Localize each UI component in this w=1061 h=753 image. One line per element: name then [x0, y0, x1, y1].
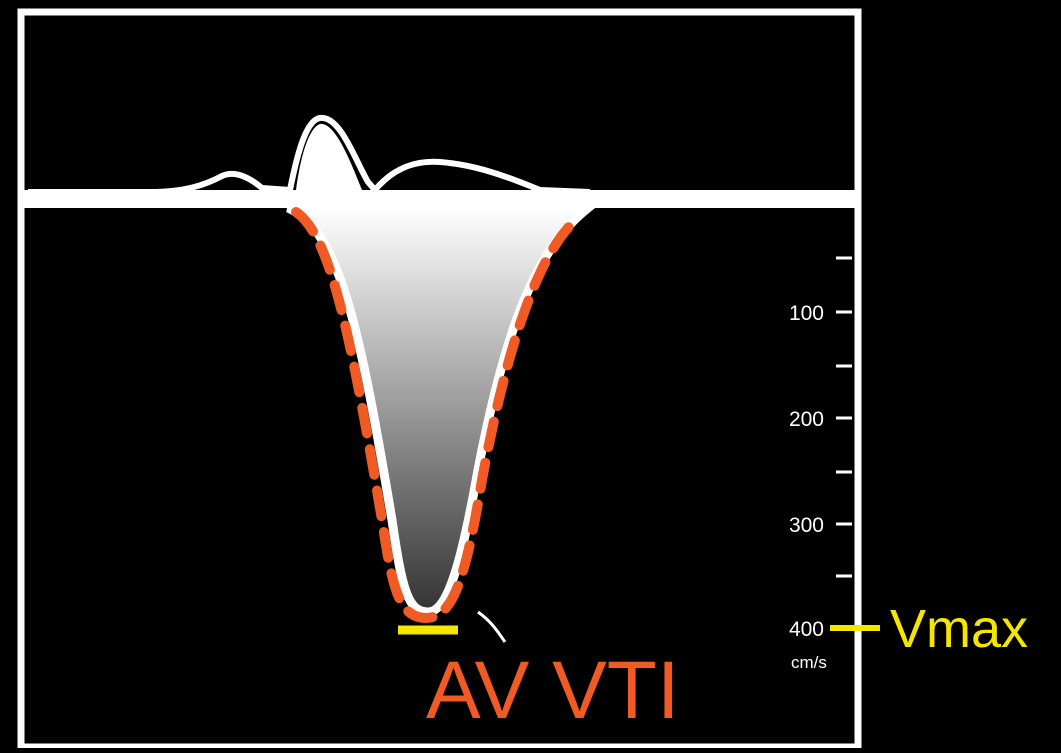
- scale-label-300: 300: [789, 514, 824, 537]
- scale-unit: cm/s: [791, 653, 827, 672]
- display-frame: [17, 8, 862, 751]
- scale-label-100: 100: [789, 302, 824, 325]
- envelope-pointer-line: [477, 610, 507, 643]
- vti-dashed-outline: [291, 207, 583, 624]
- vmax-label: Vmax: [890, 599, 1028, 659]
- scale-label-400: 400: [789, 618, 824, 641]
- scale-label-200: 200: [789, 408, 824, 431]
- forward-flow-trace: [28, 115, 591, 195]
- av-vti-label: AV VTI: [426, 645, 680, 736]
- velocity-scale: 100 200 300 400 cm/s: [789, 256, 852, 672]
- forward-flow-fill: [296, 123, 362, 190]
- baseline: [21, 190, 858, 208]
